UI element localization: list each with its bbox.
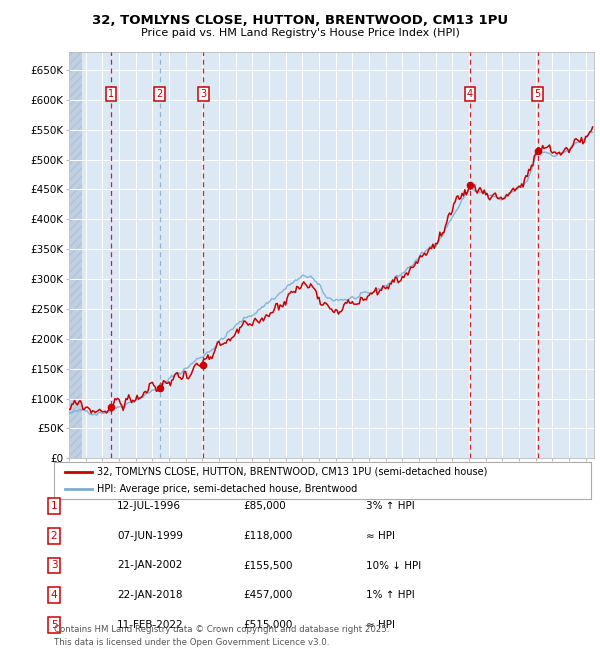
Text: 12-JUL-1996: 12-JUL-1996 [117,500,181,511]
Text: 22-JAN-2018: 22-JAN-2018 [117,590,182,601]
Text: ≈ HPI: ≈ HPI [366,620,395,630]
Text: HPI: Average price, semi-detached house, Brentwood: HPI: Average price, semi-detached house,… [97,484,357,494]
Text: Price paid vs. HM Land Registry's House Price Index (HPI): Price paid vs. HM Land Registry's House … [140,28,460,38]
Text: Contains HM Land Registry data © Crown copyright and database right 2025.
This d: Contains HM Land Registry data © Crown c… [54,625,389,647]
Text: 21-JAN-2002: 21-JAN-2002 [117,560,182,571]
Text: £118,000: £118,000 [243,530,292,541]
Text: 32, TOMLYNS CLOSE, HUTTON, BRENTWOOD, CM13 1PU: 32, TOMLYNS CLOSE, HUTTON, BRENTWOOD, CM… [92,14,508,27]
Text: £515,000: £515,000 [243,620,292,630]
Text: £85,000: £85,000 [243,500,286,511]
Text: 3: 3 [50,560,58,571]
Text: 3% ↑ HPI: 3% ↑ HPI [366,500,415,511]
Text: 07-JUN-1999: 07-JUN-1999 [117,530,183,541]
Text: 10% ↓ HPI: 10% ↓ HPI [366,560,421,571]
Text: 1: 1 [108,89,114,99]
Text: £457,000: £457,000 [243,590,292,601]
Text: £155,500: £155,500 [243,560,293,571]
Text: 11-FEB-2022: 11-FEB-2022 [117,620,184,630]
Text: 2: 2 [157,89,163,99]
Text: 5: 5 [535,89,541,99]
Text: 3: 3 [200,89,206,99]
Text: 2: 2 [50,530,58,541]
Text: ≈ HPI: ≈ HPI [366,530,395,541]
Text: 4: 4 [50,590,58,601]
Bar [69,52,82,458]
Text: 4: 4 [467,89,473,99]
Text: 32, TOMLYNS CLOSE, HUTTON, BRENTWOOD, CM13 1PU (semi-detached house): 32, TOMLYNS CLOSE, HUTTON, BRENTWOOD, CM… [97,467,487,476]
Text: 1: 1 [50,500,58,511]
Text: 1% ↑ HPI: 1% ↑ HPI [366,590,415,601]
Text: 5: 5 [50,620,58,630]
